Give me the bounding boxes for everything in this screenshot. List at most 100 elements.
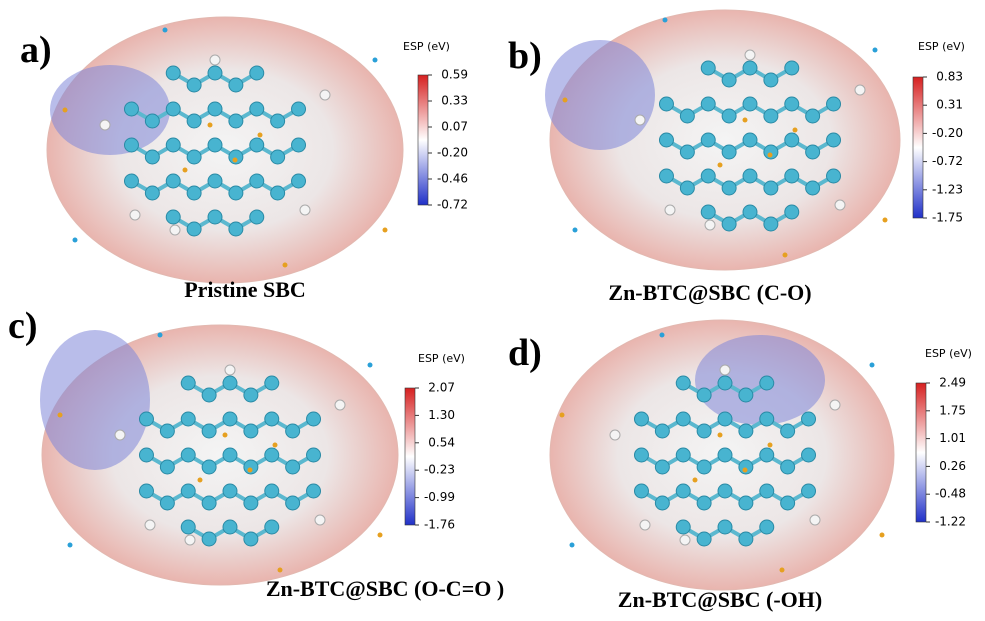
colorbar [913,77,923,218]
hydrogen-atom [830,400,840,410]
surface-point [63,108,68,113]
carbon-atom [139,448,153,462]
critical-point [183,168,188,173]
carbon-atom [764,217,778,231]
carbon-atom [785,133,799,147]
carbon-atom [697,424,711,438]
surface-point [570,543,575,548]
hydrogen-atom [335,400,345,410]
carbon-atom [223,484,237,498]
carbon-atom [802,448,816,462]
panel-label: a) [20,29,52,71]
hydrogen-atom [320,90,330,100]
carbon-atom [680,145,694,159]
carbon-atom [760,448,774,462]
hydrogen-atom [720,365,730,375]
carbon-atom [145,186,159,200]
carbon-atom [743,169,757,183]
carbon-atom [760,376,774,390]
carbon-atom [718,520,732,534]
carbon-atom [139,484,153,498]
carbon-atom [764,109,778,123]
carbon-atom [827,97,841,111]
carbon-atom [181,376,195,390]
surface-point [378,533,383,538]
hydrogen-atom [705,220,715,230]
carbon-atom [722,181,736,195]
colorbar-tick-label: -0.48 [935,487,966,501]
carbon-atom [785,169,799,183]
carbon-atom [743,97,757,111]
surface-point [278,568,283,573]
colorbar-tick-label: 2.07 [428,381,455,395]
carbon-atom [244,496,258,510]
carbon-atom [307,484,321,498]
critical-point [223,433,228,438]
carbon-atom [718,448,732,462]
carbon-atom [187,150,201,164]
carbon-atom [743,133,757,147]
carbon-atom [181,448,195,462]
carbon-atom [781,496,795,510]
carbon-atom [739,532,753,546]
carbon-atom [764,73,778,87]
colorbar-title: ESP (eV) [403,40,450,53]
carbon-atom [676,448,690,462]
carbon-atom [124,138,138,152]
hydrogen-atom [745,50,755,60]
carbon-atom [244,424,258,438]
critical-point [718,163,723,168]
carbon-atom [697,532,711,546]
carbon-atom [655,460,669,474]
carbon-atom [802,412,816,426]
carbon-atom [760,484,774,498]
negative-region [545,40,655,150]
carbon-atom [743,205,757,219]
panel-caption: Pristine SBC [184,277,306,302]
colorbar-tick-label: 0.26 [939,459,966,473]
hydrogen-atom [185,535,195,545]
carbon-atom [223,376,237,390]
surface-point [573,228,578,233]
surface-point [368,363,373,368]
carbon-atom [250,210,264,224]
carbon-atom [265,484,279,498]
colorbar [418,75,428,205]
carbon-atom [202,496,216,510]
carbon-atom [701,169,715,183]
carbon-atom [722,217,736,231]
colorbar-tick-label: 1.75 [939,403,966,417]
colorbar-title: ESP (eV) [418,352,465,365]
hydrogen-atom [665,205,675,215]
carbon-atom [718,412,732,426]
carbon-atom [271,186,285,200]
critical-point [273,443,278,448]
carbon-atom [785,205,799,219]
carbon-atom [244,532,258,546]
surface-point [873,48,878,53]
surface-point [68,543,73,548]
critical-point [248,468,253,473]
panel-caption: Zn-BTC@SBC (C-O) [608,280,811,305]
carbon-atom [286,424,300,438]
carbon-atom [229,222,243,236]
carbon-atom [697,388,711,402]
carbon-atom [676,412,690,426]
carbon-atom [166,210,180,224]
carbon-atom [292,102,306,116]
carbon-atom [286,496,300,510]
carbon-atom [202,532,216,546]
carbon-atom [806,181,820,195]
carbon-atom [160,496,174,510]
esp-panel [40,325,398,585]
critical-point [258,133,263,138]
critical-point [198,478,203,483]
critical-point [768,153,773,158]
colorbar-title: ESP (eV) [925,347,972,360]
carbon-atom [760,520,774,534]
hydrogen-atom [225,365,235,375]
hydrogen-atom [130,210,140,220]
carbon-atom [292,138,306,152]
carbon-atom [722,109,736,123]
carbon-atom [655,424,669,438]
